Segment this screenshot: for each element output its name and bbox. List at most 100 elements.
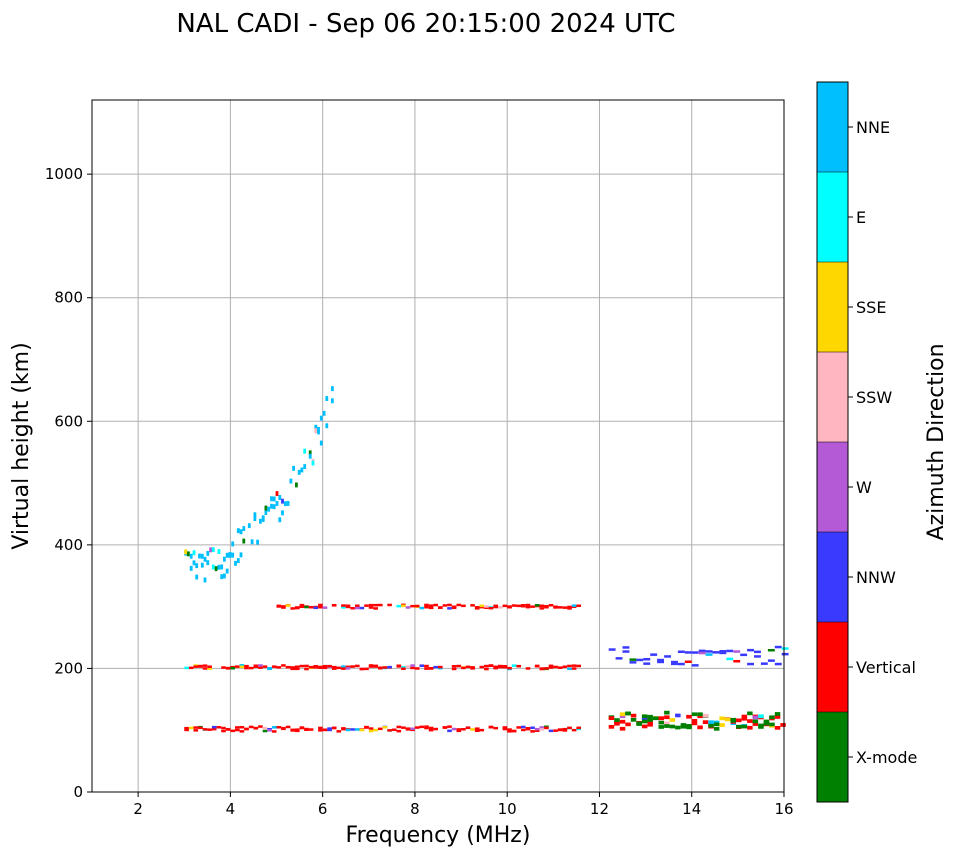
echo-mark: [405, 665, 411, 668]
echo-mark: [276, 666, 282, 669]
echo-mark: [474, 607, 480, 610]
echo-mark: [521, 728, 526, 732]
echo-mark: [211, 547, 215, 553]
echo-mark: [225, 728, 231, 731]
echo-mark: [705, 653, 713, 656]
echo-mark: [285, 604, 291, 607]
echo-mark: [200, 562, 204, 568]
echo-mark: [216, 726, 222, 729]
echo-mark: [502, 726, 508, 729]
echo-mark: [341, 727, 346, 730]
echo-mark: [355, 728, 360, 731]
echo-mark: [317, 429, 320, 435]
echo-mark: [625, 711, 631, 716]
echo-mark: [567, 667, 572, 671]
echo-mark: [553, 729, 558, 732]
echo-mark: [345, 604, 351, 607]
echo-mark: [235, 665, 240, 668]
echo-mark: [414, 726, 420, 729]
echo-mark: [516, 726, 521, 729]
echo-mark: [719, 723, 725, 727]
echo-mark: [630, 718, 637, 722]
echo-mark: [350, 665, 355, 668]
echo-mark: [198, 553, 201, 559]
echo-mark: [244, 727, 249, 731]
echo-mark: [319, 440, 323, 446]
echo-mark: [767, 659, 775, 662]
echo-mark: [428, 728, 434, 732]
echo-mark: [752, 715, 759, 720]
echo-mark: [493, 666, 498, 670]
colorbar-tick-label: NNE: [856, 118, 890, 137]
echo-mark: [493, 604, 498, 608]
echo-mark: [289, 478, 293, 484]
echo-mark: [297, 469, 301, 475]
echo-mark: [747, 725, 753, 730]
echo-mark: [697, 714, 703, 719]
echo-mark: [647, 718, 653, 722]
echo-mark: [677, 662, 685, 666]
echo-mark: [562, 665, 568, 668]
echo-mark: [741, 724, 748, 729]
echo-mark: [198, 726, 203, 730]
echo-mark: [207, 667, 212, 670]
echo-mark: [571, 664, 577, 667]
echo-mark: [461, 604, 466, 608]
echo-mark: [378, 666, 383, 669]
echo-mark: [202, 728, 208, 731]
plot-frame: [91, 99, 785, 793]
echo-mark: [184, 549, 188, 555]
echo-mark: [647, 714, 653, 719]
echo-mark: [270, 503, 273, 509]
echo-mark: [223, 573, 226, 579]
echo-mark: [619, 712, 626, 717]
echo-mark: [322, 728, 328, 731]
echo-mark: [271, 726, 277, 729]
colorbar-tick-label: SSW: [856, 388, 892, 407]
echo-mark: [387, 729, 392, 732]
echo-mark: [382, 726, 388, 729]
echo-mark: [479, 728, 485, 732]
echo-mark: [677, 650, 685, 653]
echo-mark: [258, 666, 263, 669]
echo-mark: [571, 728, 577, 732]
y-axis-label: Virtual height (km): [9, 342, 34, 549]
echo-mark: [327, 727, 332, 730]
echo-mark: [300, 467, 304, 473]
echo-mark: [373, 603, 378, 607]
echo-mark: [781, 652, 789, 656]
echo-mark: [295, 667, 300, 671]
echo-mark: [292, 465, 295, 471]
echo-mark: [276, 605, 282, 608]
colorbar-swatch-x-mode: [817, 712, 848, 802]
echo-mark: [203, 577, 207, 583]
echo-mark: [314, 424, 318, 430]
echo-mark: [447, 725, 452, 728]
colorbar-frame: [816, 81, 849, 803]
echo-mark: [511, 729, 517, 733]
echo-mark: [658, 716, 664, 721]
echo-mark: [625, 722, 631, 727]
echo-mark: [754, 655, 761, 658]
echo-mark: [719, 651, 727, 655]
data-marks: [184, 386, 789, 733]
colorbar-tick-label: X-mode: [856, 748, 917, 767]
echo-mark: [364, 667, 369, 671]
colorbar-swatch-w: [817, 442, 848, 532]
echo-mark: [242, 538, 246, 544]
echo-mark: [202, 667, 208, 670]
echo-mark: [733, 660, 741, 663]
echo-mark: [530, 730, 535, 733]
echo-mark: [461, 728, 466, 731]
echo-mark: [295, 482, 298, 488]
echo-mark: [424, 725, 429, 728]
echo-mark: [387, 665, 392, 669]
echo-mark: [331, 604, 337, 607]
x-tick-label: 4: [226, 800, 236, 818]
x-tick-label: 16: [774, 800, 793, 818]
echo-mark: [262, 726, 268, 730]
echo-mark: [239, 665, 245, 669]
echo-mark: [359, 667, 365, 671]
echo-mark: [534, 727, 540, 731]
echo-mark: [322, 410, 326, 416]
